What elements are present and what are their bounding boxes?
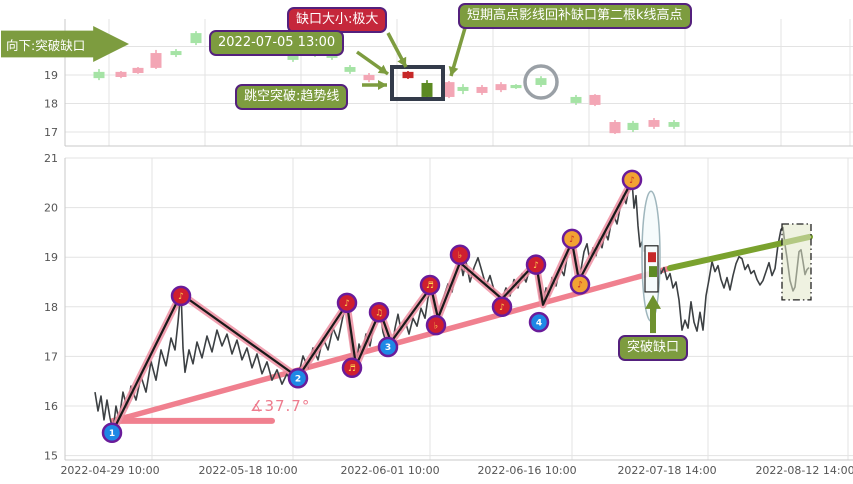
x-tick-label: 2022-05-18 10:00 (198, 464, 297, 477)
candle-body (150, 53, 162, 68)
arrowhead (448, 65, 459, 76)
candle-body (287, 53, 299, 60)
pivot-marker-red (491, 296, 513, 318)
arrowhead (378, 80, 387, 90)
gap-mini-candle (649, 266, 657, 278)
candle-body (495, 84, 507, 91)
wave-number-marker-glyph: 3 (385, 343, 391, 353)
down-breakout-gap-banner-text: 向下:突破缺口 (6, 37, 86, 53)
gap-highlight-box (390, 65, 445, 101)
pivot-marker-red-glyph: ♫ (375, 308, 383, 318)
candle-body (627, 122, 639, 131)
wave-number-marker (101, 422, 123, 444)
pivot-marker-red-glyph: ♬ (426, 281, 434, 291)
candle-body (589, 94, 601, 105)
bottom-y-tick-label: 21 (44, 152, 58, 165)
gap-zoom-box (644, 245, 659, 293)
gap-size-label: 缺口大小:极大 (287, 7, 388, 33)
pivot-marker-red-glyph: ♭ (434, 321, 438, 331)
candle-body (668, 122, 680, 127)
wave-number-marker-glyph: 1 (109, 429, 115, 439)
bottom-y-tick-label: 20 (44, 202, 58, 215)
x-tick-label: 2022-06-16 10:00 (477, 464, 576, 477)
pivot-marker-red (336, 292, 358, 314)
wave-number-marker (377, 336, 399, 358)
pivot-marker-red (525, 254, 547, 275)
pivot-marker-orange (569, 274, 591, 295)
top-y-tick-label: 17 (44, 126, 58, 139)
pivot-marker-red-glyph: ♪ (344, 299, 350, 309)
bottom-y-tick-label: 17 (44, 350, 58, 363)
zigzag-black (112, 180, 633, 432)
pivot-marker-red (170, 285, 192, 307)
arrowhead (397, 56, 407, 67)
pivot-marker-red (419, 274, 441, 296)
x-tick-label: 2022-06-01 10:00 (340, 464, 439, 477)
bottom-y-tick-label: 15 (44, 450, 58, 463)
pivot-marker-red-glyph: ♪ (533, 261, 539, 271)
candle-body (344, 67, 356, 72)
candle-body (421, 82, 433, 97)
trend-angle-label: ∡37.7° (250, 397, 311, 415)
x-tick-label: 2022-08-12 14:00 (755, 464, 853, 477)
pivot-marker-red (368, 302, 390, 323)
bottom-y-tick-label: 18 (44, 301, 58, 314)
wave-number-marker (287, 367, 309, 389)
candle-body (648, 120, 660, 127)
candle-body (363, 75, 375, 81)
short-term-high-label: 短期高点影线回补缺口第二根k线高点 (458, 3, 692, 29)
candle-body (609, 122, 621, 134)
candle-body (190, 33, 202, 44)
pivot-marker-red (425, 314, 447, 336)
wave-number-marker-glyph: 4 (536, 318, 542, 328)
candle-body (443, 82, 455, 97)
candle-body (476, 86, 488, 93)
pivot-marker-orange (621, 169, 643, 191)
candle-body (535, 78, 547, 85)
pivot-marker-red-glyph: ♭ (458, 251, 462, 261)
pivot-marker-orange (561, 228, 583, 250)
breakout-arrowhead (645, 294, 661, 309)
candle-body (132, 67, 144, 74)
gap-mini-candle (648, 252, 656, 263)
candle-body (93, 71, 105, 79)
pivot-marker-orange-glyph: ♪ (577, 281, 583, 291)
pivot-marker-red-glyph: ♪ (499, 303, 505, 313)
x-tick-label: 2022-07-18 14:00 (617, 464, 716, 477)
candle-body (457, 86, 469, 91)
candle-body (510, 84, 522, 89)
forecast-dashed-box (781, 223, 812, 301)
pivot-marker-red-glyph: ♬ (348, 364, 356, 374)
datetime-label: 2022-07-05 13:00 (209, 30, 345, 56)
breakout-gap-label: 突破缺口 (618, 335, 689, 361)
top-y-tick-label: 19 (44, 69, 58, 82)
gap-break-trendline-label: 跳空突破:趋势线 (235, 84, 349, 110)
wave-number-marker-glyph: 2 (295, 374, 301, 384)
gray-highlight-circle (523, 64, 559, 100)
candle-body (170, 51, 182, 56)
candle-body (570, 96, 582, 103)
x-tick-label: 2022-04-29 10:00 (60, 464, 159, 477)
pivot-marker-orange-glyph: ♪ (629, 176, 635, 186)
pivot-marker-red (341, 357, 363, 379)
bottom-y-tick-label: 16 (44, 400, 58, 413)
pivot-marker-orange-glyph: ♪ (569, 235, 575, 245)
arrowhead (377, 64, 388, 74)
pivot-marker-red (449, 244, 471, 265)
candle-body (402, 71, 414, 79)
wave-number-marker (528, 311, 550, 333)
pivot-marker-red-glyph: ♪ (178, 292, 184, 302)
top-y-tick-label: 18 (44, 98, 58, 111)
bottom-y-tick-label: 19 (44, 251, 58, 264)
candle-body (115, 71, 127, 77)
